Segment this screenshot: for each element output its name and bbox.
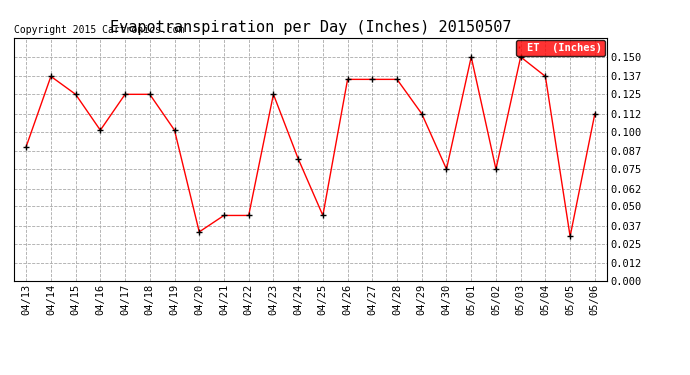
Text: Copyright 2015 Cartronics.com: Copyright 2015 Cartronics.com xyxy=(14,25,184,35)
Legend: ET  (Inches): ET (Inches) xyxy=(515,40,605,56)
Title: Evapotranspiration per Day (Inches) 20150507: Evapotranspiration per Day (Inches) 2015… xyxy=(110,20,511,35)
